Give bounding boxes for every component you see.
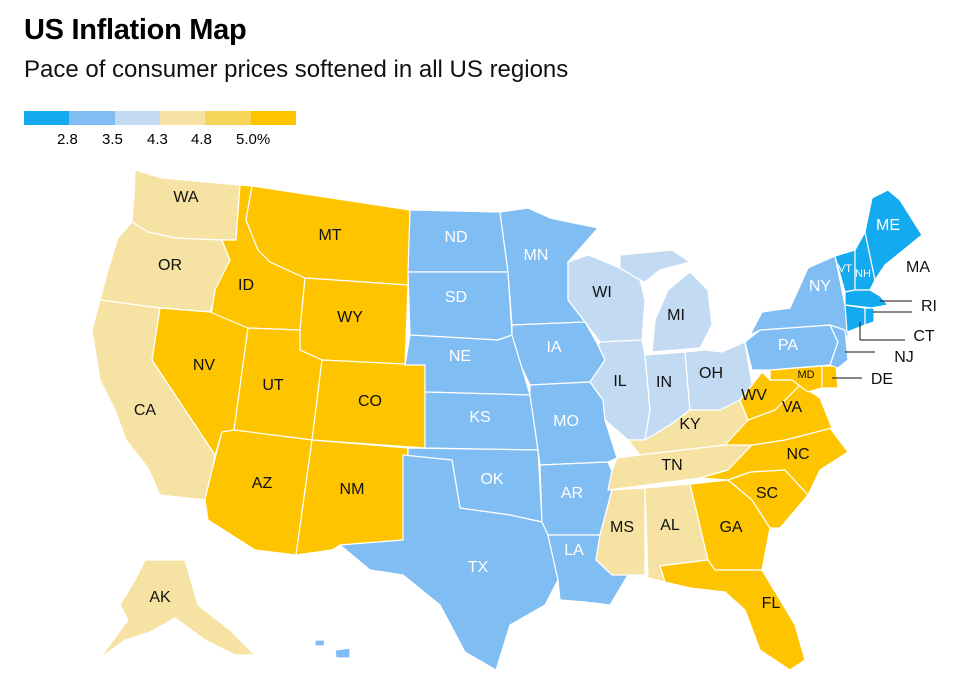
state-tx[interactable] bbox=[339, 454, 559, 671]
state-label-ga: GA bbox=[719, 519, 742, 536]
state-label-md: MD bbox=[797, 369, 814, 381]
state-label-mt: MT bbox=[318, 227, 341, 244]
state-label-wv: WV bbox=[741, 387, 767, 404]
state-label-ar: AR bbox=[561, 485, 583, 502]
state-label-ne: NE bbox=[449, 348, 471, 365]
state-label-fl: FL bbox=[762, 595, 781, 612]
state-ri[interactable] bbox=[864, 307, 875, 326]
state-label-la: LA bbox=[564, 542, 584, 559]
state-hi[interactable] bbox=[334, 647, 351, 659]
state-ak[interactable] bbox=[99, 559, 256, 659]
state-de[interactable] bbox=[821, 365, 839, 389]
state-label-ky: KY bbox=[679, 416, 701, 433]
state-label-ut: UT bbox=[262, 377, 284, 394]
state-label-il: IL bbox=[613, 373, 626, 390]
state-fl[interactable] bbox=[659, 559, 806, 671]
state-label-mn: MN bbox=[524, 247, 549, 264]
state-label-ia: IA bbox=[546, 339, 561, 356]
state-label-nd: ND bbox=[444, 229, 467, 246]
state-label-va: VA bbox=[782, 399, 802, 416]
state-label-sd: SD bbox=[445, 289, 467, 306]
state-label-nv: NV bbox=[193, 357, 216, 374]
state-nh[interactable] bbox=[854, 231, 876, 291]
state-label-sc: SC bbox=[756, 485, 778, 502]
state-ma[interactable] bbox=[844, 289, 889, 309]
state-il[interactable] bbox=[589, 339, 651, 441]
state-mi-lower[interactable] bbox=[651, 271, 713, 353]
state-hi-islands[interactable] bbox=[314, 639, 326, 647]
state-label-ak: AK bbox=[149, 589, 171, 606]
state-label-ks: KS bbox=[469, 409, 490, 426]
legend-swatch bbox=[69, 111, 115, 125]
state-label-wy: WY bbox=[337, 309, 363, 326]
legend-swatch bbox=[114, 111, 160, 125]
legend-swatch bbox=[159, 111, 206, 125]
color-legend bbox=[24, 111, 296, 125]
legend-labels: 2.8 3.5 4.3 4.8 5.0% bbox=[24, 131, 324, 151]
state-label-nh: NH bbox=[855, 268, 871, 280]
map-subtitle: Pace of consumer prices softened in all … bbox=[24, 56, 569, 83]
legend-label: 4.8 bbox=[191, 131, 212, 148]
state-label-ma: MA bbox=[906, 259, 930, 276]
state-label-wi: WI bbox=[592, 284, 612, 301]
legend-label: 5.0% bbox=[236, 131, 271, 148]
state-label-nj: NJ bbox=[894, 349, 914, 366]
map-title: US Inflation Map bbox=[24, 14, 247, 46]
state-wi[interactable] bbox=[567, 254, 646, 343]
state-label-tx: TX bbox=[468, 559, 489, 576]
state-label-vt: VT bbox=[838, 263, 852, 275]
legend-label: 3.5 bbox=[102, 131, 123, 148]
state-label-oh: OH bbox=[699, 365, 723, 382]
state-nj[interactable] bbox=[829, 324, 849, 369]
state-label-mo: MO bbox=[553, 413, 579, 430]
legend-swatch bbox=[24, 111, 70, 125]
state-label-co: CO bbox=[358, 393, 382, 410]
state-label-wa: WA bbox=[173, 189, 199, 206]
state-label-ny: NY bbox=[809, 278, 832, 295]
state-label-pa: PA bbox=[778, 337, 798, 354]
state-label-mi: MI bbox=[667, 307, 685, 324]
state-label-tn: TN bbox=[661, 457, 682, 474]
state-label-az: AZ bbox=[252, 475, 273, 492]
state-label-id: ID bbox=[238, 277, 254, 294]
state-label-ri: RI bbox=[921, 298, 937, 315]
state-mi[interactable] bbox=[619, 249, 691, 283]
state-label-ms: MS bbox=[610, 519, 634, 536]
legend-swatch bbox=[250, 111, 296, 125]
state-label-de: DE bbox=[871, 371, 893, 388]
legend-label: 4.3 bbox=[147, 131, 168, 148]
state-label-ca: CA bbox=[134, 402, 157, 419]
state-az[interactable] bbox=[204, 429, 313, 556]
state-ct[interactable] bbox=[844, 304, 866, 333]
state-label-al: AL bbox=[660, 517, 680, 534]
legend-label: 2.8 bbox=[57, 131, 78, 148]
legend-swatch bbox=[205, 111, 251, 125]
state-label-ok: OK bbox=[480, 471, 503, 488]
state-label-or: OR bbox=[158, 257, 182, 274]
state-me[interactable] bbox=[864, 189, 923, 281]
state-label-in: IN bbox=[656, 374, 672, 391]
state-label-me: ME bbox=[876, 217, 900, 234]
state-label-ct: CT bbox=[913, 328, 935, 345]
state-label-nc: NC bbox=[786, 446, 809, 463]
state-label-nm: NM bbox=[340, 481, 365, 498]
